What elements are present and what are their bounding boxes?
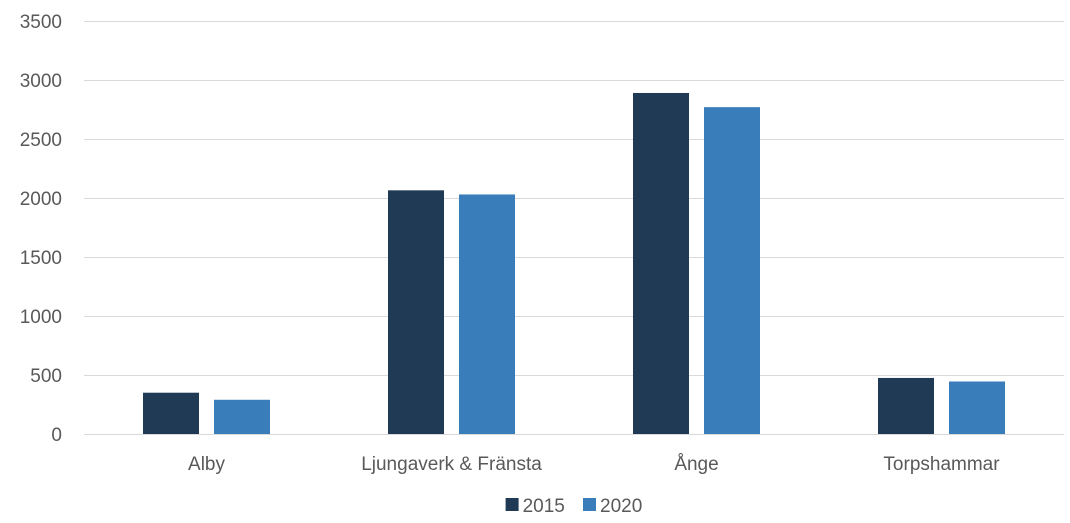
y-axis: 0 500 1000 1500 2000 2500 3000 3500 [20, 12, 1064, 446]
y-tick-label: 2500 [20, 130, 62, 151]
y-tick-label: 3500 [20, 12, 62, 33]
y-tick-label: 2000 [20, 189, 62, 210]
bar-2020-3 [949, 381, 1005, 434]
legend: 2015 2020 [505, 496, 642, 517]
x-category-label: Alby [188, 454, 225, 475]
y-tick-label: 3000 [20, 71, 62, 92]
legend-swatch-2015 [505, 498, 519, 511]
y-tick-label: 500 [30, 366, 62, 387]
bar-2015-2 [633, 92, 689, 434]
y-tick-label: 0 [51, 425, 62, 446]
x-category-label: Ljungaverk & Fränsta [361, 454, 542, 475]
legend-label: 2015 [523, 496, 565, 517]
x-category-label: Torpshammar [883, 454, 1000, 475]
bar-2020-1 [459, 194, 515, 434]
bar-2015-0 [143, 392, 199, 434]
legend-label: 2020 [600, 496, 642, 517]
x-category-label: Ånge [674, 454, 718, 475]
bar-2020-0 [214, 399, 270, 434]
bar-2015-3 [878, 377, 934, 434]
bar-2020-2 [704, 107, 760, 434]
bar-2015-1 [388, 190, 444, 434]
bars [143, 92, 1005, 434]
y-tick-label: 1500 [20, 248, 62, 269]
legend-swatch-2020 [583, 498, 596, 511]
gridlines [84, 21, 1064, 376]
y-tick-label: 1000 [20, 307, 62, 328]
x-axis: Alby Ljungaverk & Fränsta Ånge Torpshammar [188, 454, 1000, 475]
